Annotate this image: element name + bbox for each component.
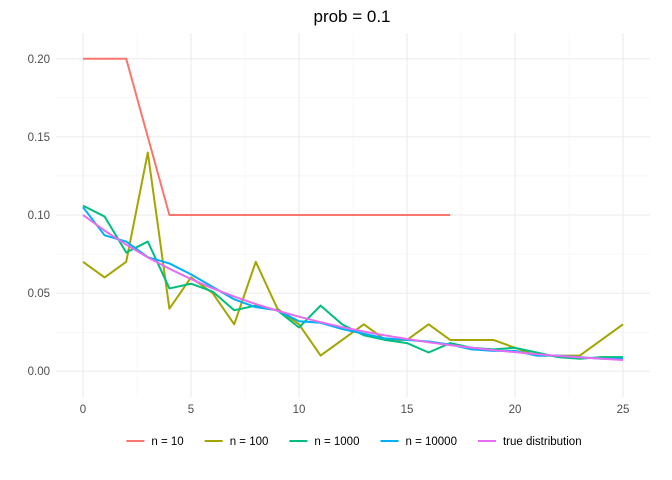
y-tick-label: 0.20 [28,54,50,66]
y-tick-label: 0.15 [28,132,50,144]
y-tick-label: 0.05 [28,288,50,300]
legend-label: n = 1000 [314,436,359,448]
legend: n = 10 n = 100 n = 1000 n = 10000 true distr… [126,436,582,448]
x-tick-label: 0 [80,404,86,416]
series-group [82,57,624,361]
legend-label: n = 10 [151,436,183,448]
x-tick-label: 20 [509,404,522,416]
axis-labels: 0 5 10 15 20 25 0.00 0.05 0.10 0.15 0.20 [28,54,630,416]
x-tick-label: 25 [617,404,630,416]
series-line-1 [83,57,451,216]
legend-item: n = 10 [126,436,184,448]
y-tick-label: 0.00 [28,366,50,378]
legend-label: n = 100 [230,436,269,448]
legend-label: true distribution [503,436,582,448]
legend-label: n = 10000 [405,436,456,448]
legend-item: n = 10000 [380,436,457,448]
x-tick-label: 10 [293,404,306,416]
legend-item: n = 100 [204,436,269,448]
x-tick-label: 15 [401,404,414,416]
y-tick-label: 0.10 [28,210,50,222]
legend-item: true distribution [477,436,582,448]
chart-title: prob = 0.1 [313,7,390,26]
series-line-5 [82,214,624,361]
legend-item: n = 1000 [289,436,359,448]
x-tick-label: 5 [188,404,194,416]
